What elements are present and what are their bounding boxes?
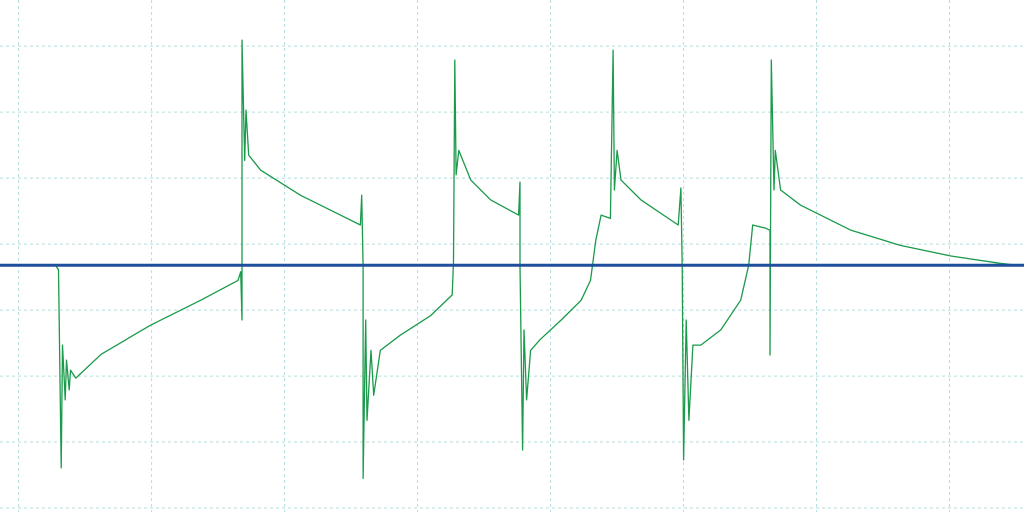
trace: [0, 39, 1024, 480]
